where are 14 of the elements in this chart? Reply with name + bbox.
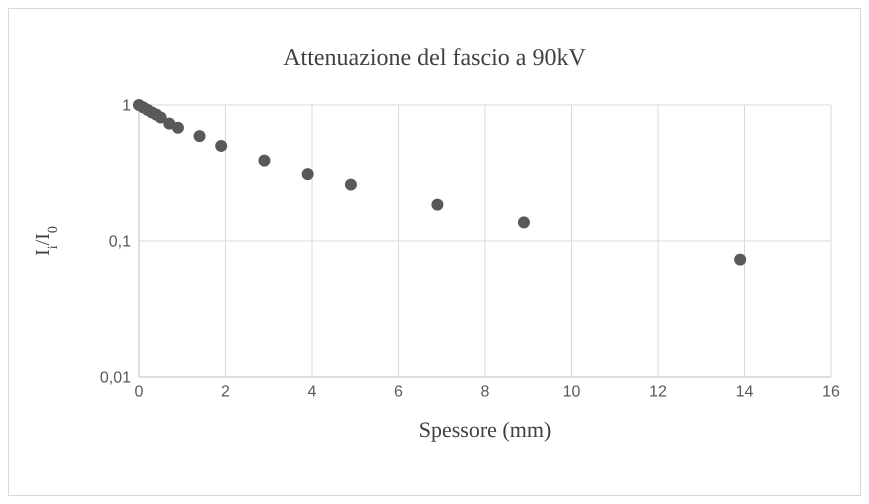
y-tick-label: 0,1 bbox=[108, 234, 132, 251]
x-tick-label: 10 bbox=[562, 383, 580, 400]
x-tick-label: 6 bbox=[394, 383, 404, 400]
y-tick-label: 1 bbox=[122, 98, 132, 115]
y-tick-label: 0,01 bbox=[100, 370, 132, 387]
x-tick-label: 4 bbox=[308, 383, 317, 400]
x-tick-label: 14 bbox=[736, 383, 754, 400]
chart-title: Attenuazione del fascio a 90kV bbox=[282, 45, 587, 72]
x-tick-label: 0 bbox=[134, 383, 144, 400]
x-tick-label: 8 bbox=[480, 383, 490, 400]
x-tick-label: 2 bbox=[221, 383, 230, 400]
x-tick-label: 12 bbox=[649, 383, 667, 400]
x-axis-title: Spessore (mm) bbox=[418, 417, 552, 442]
x-tick-label: 16 bbox=[822, 383, 840, 400]
